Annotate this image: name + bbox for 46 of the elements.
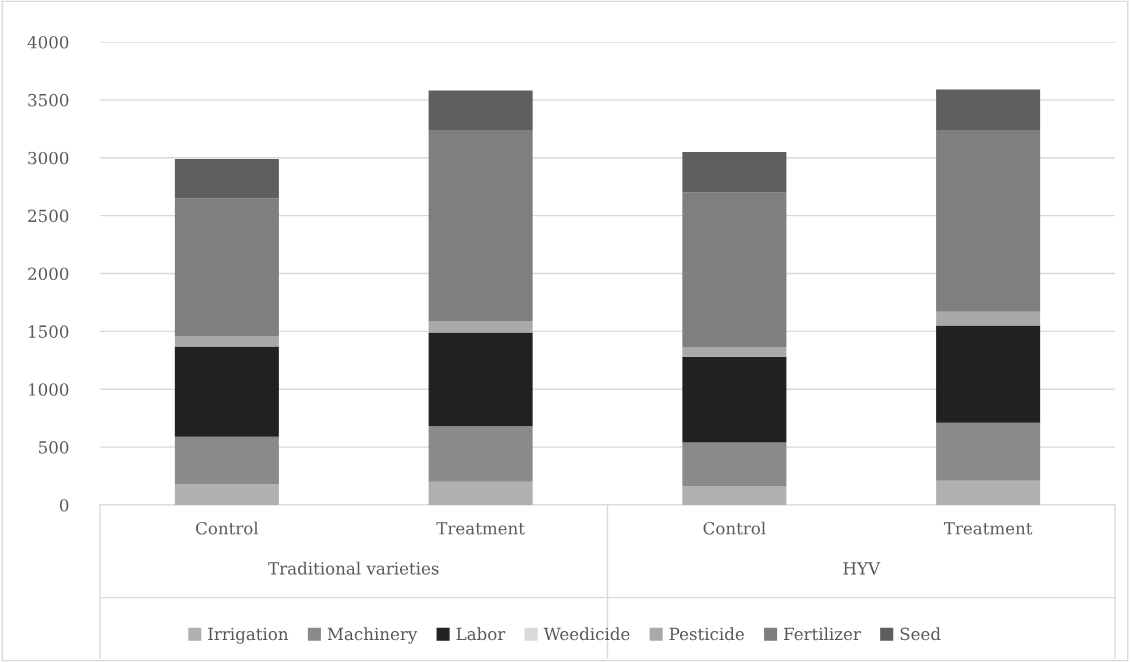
y-tick-label: 4000 (27, 35, 69, 49)
y-tick-label: 0 (59, 498, 69, 512)
bar (936, 325, 1041, 423)
legend-label: Weedicide (543, 627, 630, 641)
bar (428, 332, 533, 427)
bar (428, 481, 533, 505)
legend-label: Irrigation (208, 627, 289, 644)
legend-label: Machinery (327, 627, 418, 644)
y-tick-label: 500 (39, 441, 69, 454)
bar (174, 158, 279, 199)
bar (936, 311, 1041, 326)
x-tick-label: Treatment (943, 522, 1033, 535)
bar (428, 426, 533, 482)
y-tick-label: 3000 (28, 151, 69, 165)
x-tick-label: Treatment (436, 522, 525, 535)
bar (428, 129, 533, 321)
legend-label: Seed (900, 627, 941, 641)
x-tick-label: Control (703, 521, 766, 535)
x-tick-label: Control (196, 521, 259, 535)
bar (174, 436, 279, 485)
bar (936, 480, 1041, 505)
text: HYV (843, 562, 881, 575)
legend-label: Labor (456, 627, 506, 641)
text: Traditional varieties (268, 561, 439, 575)
y-tick-label: 1000 (29, 383, 69, 396)
bar (174, 336, 279, 347)
bar (174, 484, 279, 505)
bar (682, 192, 787, 348)
y-tick-label: 2500 (28, 209, 69, 223)
bar (428, 320, 533, 333)
bar (936, 129, 1041, 312)
bar (682, 151, 787, 193)
bar (174, 198, 279, 336)
bar (428, 90, 533, 130)
bar (682, 486, 787, 505)
bar (682, 356, 787, 443)
y-tick-label: 3500 (28, 93, 69, 107)
bar (936, 422, 1041, 481)
bar (682, 347, 787, 357)
bar (936, 89, 1041, 130)
y-tick-label: 1500 (29, 325, 69, 338)
bar (174, 346, 279, 437)
legend-label: Pesticide (669, 627, 744, 641)
y-tick-label: 2000 (28, 267, 69, 281)
bar (682, 442, 787, 487)
legend-label: Fertilizer (784, 627, 861, 641)
